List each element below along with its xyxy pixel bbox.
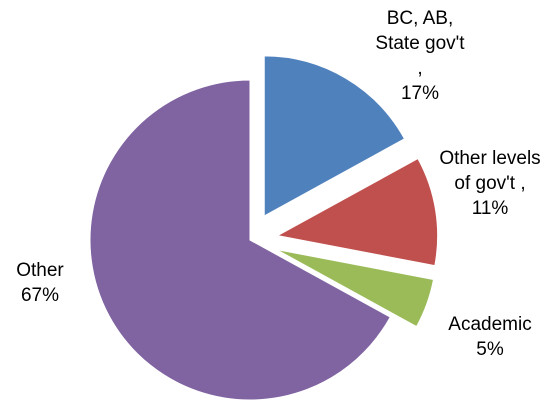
pie-slice [276,248,435,328]
category-label: BC, AB, State gov't , [375,8,465,79]
category-label: Other [16,260,64,281]
slice-label: Academic 5% [432,312,548,362]
slice-label: Other 67% [0,258,80,308]
pie-slice [276,157,439,267]
category-label: Other levels of gov't , [439,148,541,194]
pie-slice [89,79,391,401]
value-label: 17% [400,83,440,104]
value-label: 11% [471,198,509,219]
category-label: Academic [448,314,532,335]
slice-label: BC, AB, State gov't , 17% [372,6,468,106]
value-label: 67% [20,285,60,306]
pie-slice [263,55,406,217]
value-label: 5% [476,339,504,360]
slice-label: Other levels of gov't , 11% [432,146,548,221]
